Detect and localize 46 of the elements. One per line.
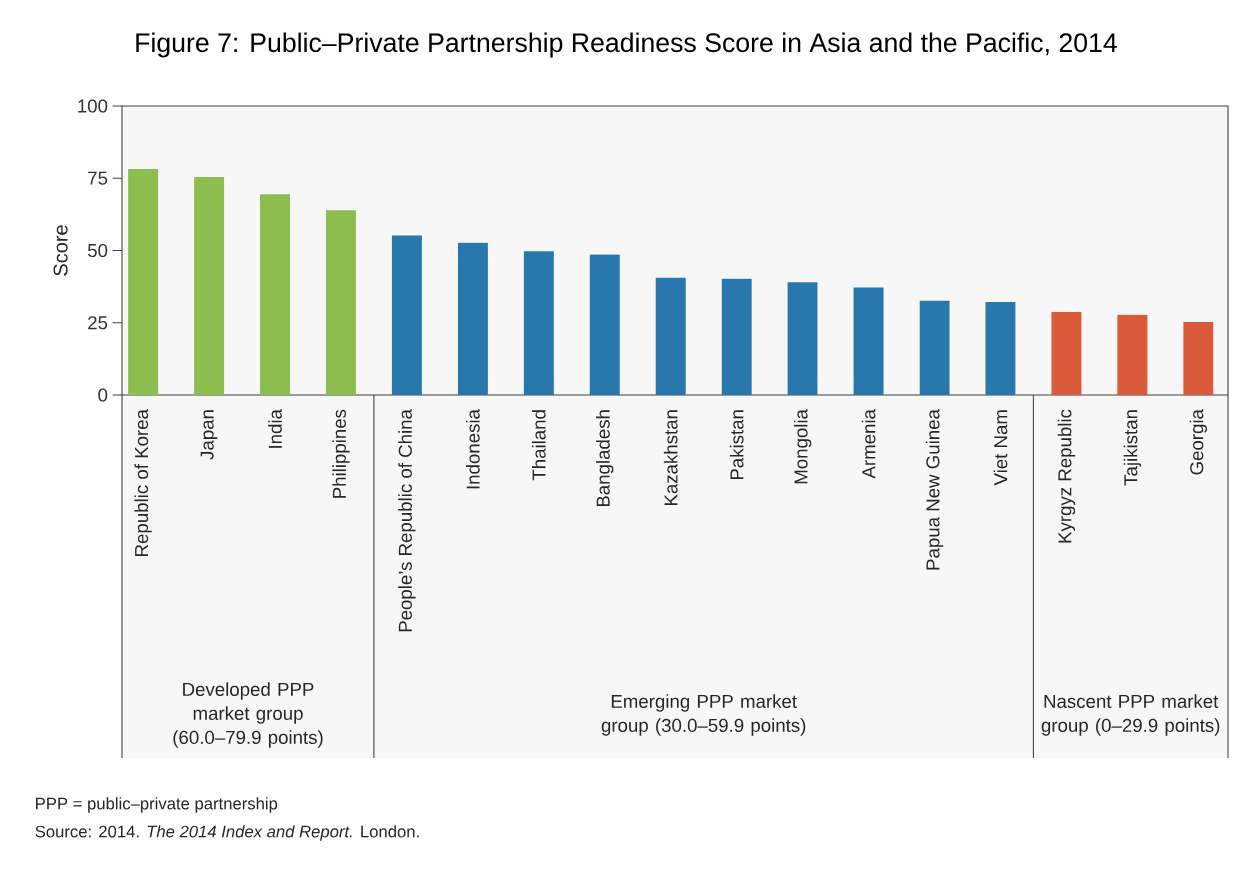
bar	[1117, 314, 1148, 395]
x-tick-label: Pakistan	[729, 410, 744, 480]
text: Emerging PPP market group (30.0–59.9 points)	[601, 694, 806, 736]
bar	[1051, 312, 1082, 395]
chart-title: Figure 7: Public–Private Partnership Readiness Score in Asia and the Pacific, 2014	[136, 32, 1117, 58]
x-tick-label: Viet Nam	[993, 410, 1008, 486]
bar	[194, 177, 225, 395]
x-tick-label: Tajikistan	[1123, 410, 1142, 486]
x-tick-label: Indonesia	[466, 409, 480, 489]
x-tick-label: Bangladesh	[596, 410, 614, 507]
x-tick-label: India	[268, 409, 282, 448]
source-note: Source: 2014. The 2014 Index and Report. London.	[35, 825, 419, 841]
x-tick-label: Philippines	[332, 409, 350, 498]
bar	[655, 277, 686, 395]
x-tick-label: Thailand	[531, 410, 546, 481]
y-tick-label: 100	[78, 99, 108, 113]
y-tick-label: 25	[88, 316, 108, 330]
y-tick-label: 75	[88, 171, 108, 185]
bar	[787, 282, 818, 395]
x-tick-label: Papua New Guinea	[925, 409, 944, 570]
bar	[391, 235, 422, 395]
bar	[919, 300, 950, 395]
x-tick-label: People’s Republic of China	[398, 409, 416, 632]
y-tick-label: 0	[98, 388, 108, 402]
x-tick-label: Republic of Korea	[134, 409, 152, 556]
y-tick-label: 50	[87, 243, 108, 258]
bar	[985, 301, 1016, 395]
x-tick-label: Kazakhstan	[663, 410, 678, 506]
x-tick-label: Armenia	[861, 409, 876, 479]
text: Nascent PPP market group (0–29.9 points)	[1041, 694, 1220, 736]
bar	[853, 287, 884, 395]
x-tick-label: Georgia	[1189, 409, 1208, 475]
bar	[523, 251, 554, 395]
bar	[721, 278, 752, 395]
x-tick-label: Japan	[200, 410, 218, 460]
bar	[589, 254, 620, 395]
y-axis-title: Score	[53, 225, 68, 276]
bar	[457, 242, 488, 395]
text: PPP = public–private partnership	[36, 797, 278, 813]
bar	[1183, 321, 1214, 395]
bar	[128, 169, 159, 395]
bar	[260, 194, 291, 395]
x-tick-label: Kyrgyz Republic	[1057, 409, 1076, 543]
x-tick-label: Mongolia	[793, 409, 812, 484]
text: Developed PPP market group (60.0–79.9 points)	[173, 682, 323, 748]
bar	[325, 210, 356, 395]
